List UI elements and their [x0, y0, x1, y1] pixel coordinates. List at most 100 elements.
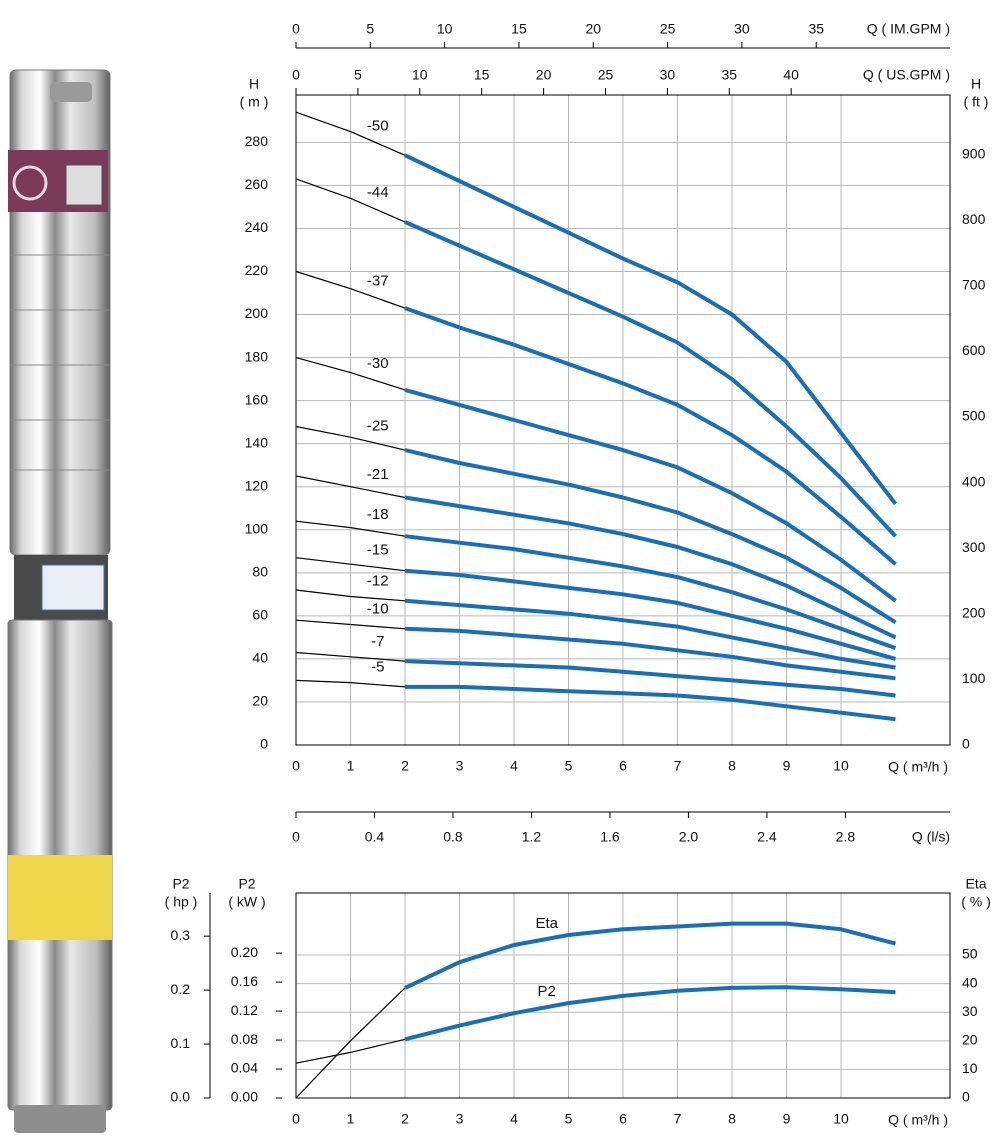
hp-tick-label: 0.1	[171, 1035, 191, 1051]
secondary-axis-label: Q ( IM.GPM )	[867, 21, 950, 37]
y-tick-label: 100	[245, 520, 269, 536]
y2-tick-label: 400	[962, 473, 986, 489]
curve-base	[295, 1038, 406, 1064]
secondary-axis-label: Q (l/s)	[912, 829, 950, 845]
x-tick-label: 7	[674, 1111, 682, 1127]
x-tick-label: 3	[456, 1111, 464, 1127]
y2-tick-label: 700	[962, 276, 986, 292]
hp-axis-label: P2	[172, 876, 189, 892]
x-tick-label: 5	[565, 1111, 573, 1127]
secondary-tick-label: 2.0	[679, 829, 699, 845]
secondary-tick-label: 10	[412, 67, 428, 83]
series-label: -37	[367, 272, 389, 289]
series-label: -15	[367, 541, 389, 558]
secondary-tick-label: 2.8	[836, 829, 856, 845]
hp-tick-label: 0.2	[171, 981, 191, 997]
y2-tick-label: 0	[962, 736, 970, 752]
curve-operating	[404, 921, 897, 990]
y2-tick-label: 800	[962, 211, 986, 227]
series-label: -5	[371, 659, 384, 676]
series-label: P2	[538, 983, 556, 1000]
x-tick-label: 4	[510, 1111, 518, 1127]
y-tick-label: 0.12	[231, 1002, 258, 1018]
x-tick-label: 0	[292, 1111, 300, 1127]
y-tick-label: 80	[252, 564, 268, 580]
secondary-tick-label: 15	[474, 67, 490, 83]
secondary-tick-label: 40	[783, 67, 799, 83]
y-tick-label: 0.16	[231, 973, 258, 989]
y-tick-label: 20	[252, 693, 268, 709]
secondary-tick-label: 25	[660, 21, 676, 37]
secondary-tick-label: 30	[734, 21, 750, 37]
y2-axis-label: H	[971, 76, 981, 92]
series-label: Eta	[535, 915, 558, 932]
secondary-tick-label: 0	[292, 829, 300, 845]
x-tick-label: 10	[833, 758, 849, 774]
y-tick-label: 260	[245, 176, 269, 192]
secondary-tick-label: 2.4	[757, 829, 777, 845]
y-tick-label: 0	[260, 736, 268, 752]
y-tick-label: 120	[245, 477, 269, 493]
y-tick-label: 180	[245, 348, 269, 364]
secondary-tick-label: 0	[292, 67, 300, 83]
plot-frame	[295, 892, 951, 1099]
pump-logo	[12, 165, 48, 201]
curve-operating	[404, 626, 896, 681]
pump-base	[14, 1105, 106, 1133]
secondary-tick-label: 5	[354, 67, 362, 83]
curve-operating	[404, 985, 896, 1042]
secondary-tick-label: 1.2	[522, 829, 542, 845]
x-tick-label: 1	[347, 1111, 355, 1127]
secondary-tick-label: 25	[598, 67, 614, 83]
plot-layer: 0 1 2 3 4 5 6 7 8 9 10 Q ( m³/h )020406080100120140…	[165, 21, 991, 1128]
x-tick-label: 5	[565, 758, 573, 774]
x-tick-label: 2	[401, 1111, 409, 1127]
curve-base	[295, 111, 406, 156]
x-tick-label: 8	[728, 758, 736, 774]
x-tick-label: 2	[401, 758, 409, 774]
curve-operating	[405, 684, 896, 722]
y2-tick-label: 300	[962, 539, 986, 555]
secondary-tick-label: 1.6	[600, 829, 620, 845]
secondary-tick-label: 10	[437, 21, 453, 37]
y2-tick-label: 200	[962, 604, 986, 620]
secondary-tick-label: 30	[660, 67, 676, 83]
y2-axis-label: ( ft )	[964, 94, 989, 110]
y-axis-label: H	[249, 76, 259, 92]
y-axis-label: P2	[238, 876, 255, 892]
y2-tick-label: 900	[962, 145, 986, 161]
x-axis-label: Q ( m³/h )	[888, 1112, 948, 1128]
secondary-tick-label: 20	[585, 21, 601, 37]
curve-base	[295, 475, 406, 499]
hp-tick-label: 0.3	[171, 927, 191, 943]
y-axis-label: ( m )	[240, 94, 269, 110]
y2-tick-label: 20	[962, 1032, 978, 1048]
y-tick-label: 200	[245, 305, 269, 321]
series-label: -44	[367, 184, 389, 201]
x-tick-label: 9	[783, 1111, 791, 1127]
y-tick-label: 60	[252, 607, 268, 623]
secondary-tick-label: 0	[292, 21, 300, 37]
y-tick-label: 0.20	[231, 944, 258, 960]
series-label: -7	[371, 633, 384, 650]
y2-axis-label: ( % )	[961, 894, 991, 910]
y-tick-label: 0.04	[231, 1060, 258, 1076]
y2-tick-label: 0	[962, 1089, 970, 1105]
y-axis-label: ( kW )	[228, 894, 265, 910]
y2-axis-label: Eta	[965, 876, 986, 892]
curve-base	[295, 557, 406, 572]
y-tick-label: 40	[252, 650, 268, 666]
curve-base	[295, 987, 406, 1099]
curve-base	[295, 651, 406, 662]
series-label: -30	[367, 355, 389, 372]
curve-operating	[404, 153, 898, 506]
x-tick-label: 9	[783, 758, 791, 774]
x-tick-label: 8	[728, 1111, 736, 1127]
x-tick-label: 7	[674, 758, 682, 774]
y2-tick-label: 100	[962, 670, 986, 686]
series-label: -10	[367, 601, 389, 618]
hp-tick-label: 0.0	[171, 1089, 191, 1105]
x-tick-label: 3	[456, 758, 464, 774]
secondary-tick-label: 5	[366, 21, 374, 37]
